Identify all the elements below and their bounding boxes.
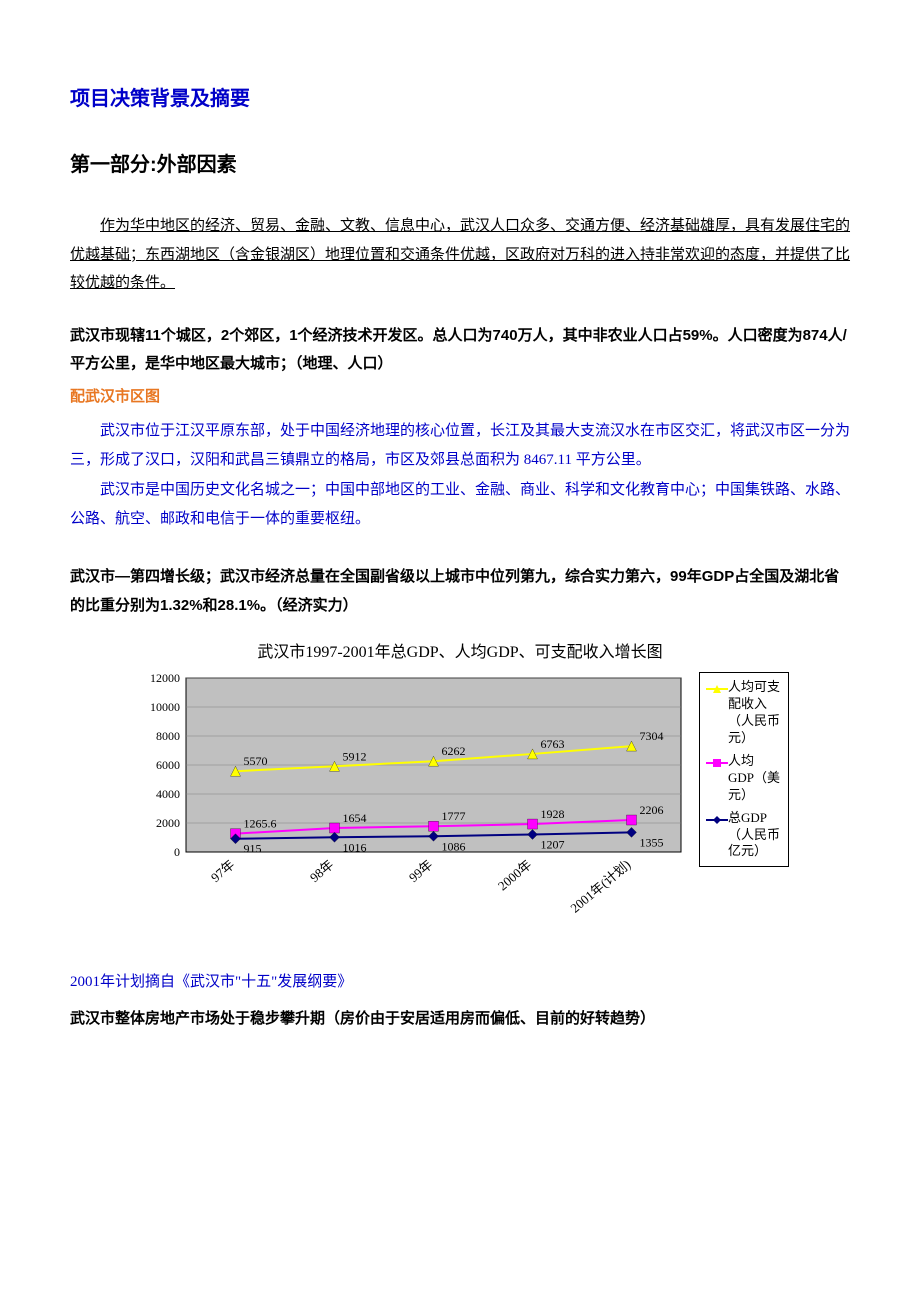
intro-paragraph: 作为华中地区的经济、贸易、金融、文教、信息中心，武汉人口众多、交通方便、经济基础… [70,212,850,298]
geography-paragraph: 武汉市位于江汉平原东部，处于中国经济地理的核心位置，长江及其最大支流汉水在市区交… [70,417,850,474]
svg-text:915: 915 [244,842,262,856]
growth-paragraph: 武汉市—第四增长级；武汉市经济总量在全国副省级以上城市中位列第九，综合实力第六，… [70,563,850,620]
city-overview-paragraph: 武汉市现辖11个城区，2个郊区，1个经济技术开发区。总人口为740万人，其中非农… [70,322,850,379]
legend-item: 总GDP（人民币亿元） [706,810,780,861]
svg-text:6262: 6262 [442,745,466,759]
svg-text:1086: 1086 [442,840,466,854]
legend-item: 人均可支配收入（人民币元） [706,679,780,747]
svg-text:10000: 10000 [150,700,180,714]
chart-source: 2001年计划摘自《武汉市"十五"发展纲要》 [70,968,850,997]
svg-text:12000: 12000 [150,672,180,685]
gdp-chart: 武汉市1997-2001年总GDP、人均GDP、可支配收入增长图 0 2000 40… [70,638,850,942]
legend-label: 总GDP（人民币亿元） [728,810,780,861]
svg-text:5912: 5912 [343,750,367,764]
svg-text:1777: 1777 [442,810,466,824]
svg-text:1016: 1016 [343,841,367,855]
doc-title: 项目决策背景及摘要 [70,80,850,118]
svg-text:2000年: 2000年 [495,857,535,894]
legend-item: 人均GDP（美元） [706,753,780,804]
legend-label: 人均GDP（美元） [728,753,780,804]
svg-text:1928: 1928 [541,807,565,821]
map-placeholder-note: 配武汉市区图 [70,383,850,412]
svg-text:4000: 4000 [156,787,180,801]
svg-text:7304: 7304 [640,729,664,743]
svg-text:98年: 98年 [307,857,337,885]
svg-text:1265.6: 1265.6 [244,817,277,831]
realestate-paragraph: 武汉市整体房地产市场处于稳步攀升期（房价由于安居适用房而偏低、目前的好转趋势） [70,1005,850,1034]
svg-text:6000: 6000 [156,758,180,772]
chart-plot: 0 2000 4000 6000 8000 10000 12000 97年 98年 99年 2000… [131,672,691,942]
svg-text:1654: 1654 [343,811,367,825]
svg-text:5570: 5570 [244,755,268,769]
svg-text:2206: 2206 [640,803,664,817]
section-title: 第一部分:外部因素 [70,146,850,184]
svg-text:1207: 1207 [541,838,565,852]
chart-title: 武汉市1997-2001年总GDP、人均GDP、可支配收入增长图 [257,638,662,668]
svg-text:8000: 8000 [156,729,180,743]
svg-text:2001年(计划): 2001年(计划) [567,857,633,916]
svg-text:0: 0 [174,845,180,859]
svg-text:1355: 1355 [640,836,664,850]
history-paragraph: 武汉市是中国历史文化名城之一；中国中部地区的工业、金融、商业、科学和文化教育中心… [70,476,850,533]
svg-text:97年: 97年 [208,857,238,885]
chart-legend: 人均可支配收入（人民币元） 人均GDP（美元） 总GDP（人民币亿元） [699,672,789,867]
svg-text:6763: 6763 [541,737,565,751]
svg-text:2000: 2000 [156,816,180,830]
legend-label: 人均可支配收入（人民币元） [728,679,780,747]
svg-text:99年: 99年 [406,857,436,885]
